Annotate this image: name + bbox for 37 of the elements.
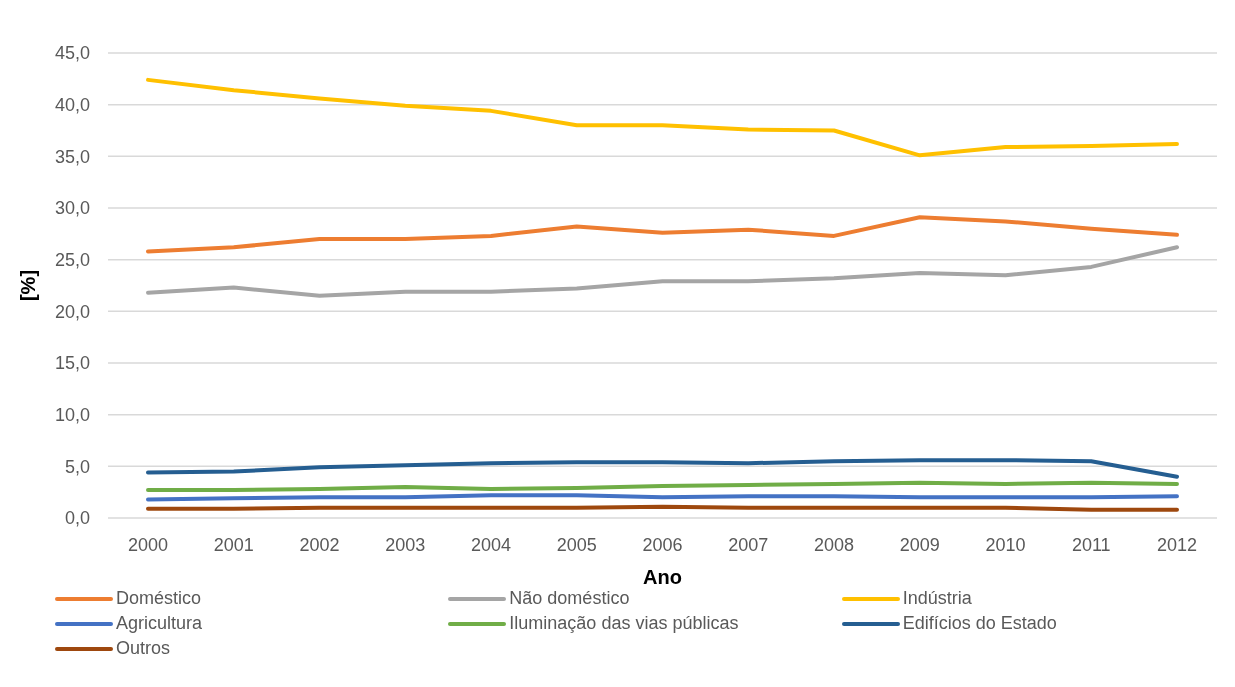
y-tick-label: 45,0 (54, 43, 90, 64)
x-tick-label: 2009 (899, 534, 940, 555)
y-tick-label: 15,0 (54, 353, 90, 374)
y-tick-label: 5,0 (64, 456, 90, 477)
x-tick-label: 2010 (985, 534, 1026, 555)
legend-label: Indústria (902, 588, 972, 609)
y-axis-title: [%] (17, 269, 40, 302)
legend-label: Agricultura (116, 613, 203, 634)
legend-label: Iluminação das vias públicas (509, 613, 739, 634)
line-series (146, 215, 1179, 254)
legend-label: Edifícios do Estado (902, 613, 1057, 634)
y-tick-label: 30,0 (54, 198, 90, 219)
legend-label: Outros (116, 638, 171, 659)
y-tick-label: 40,0 (54, 95, 90, 116)
line-series (146, 245, 1179, 298)
x-tick-label: 2007 (728, 534, 769, 555)
line-series (146, 458, 1179, 479)
y-tick-label: 0,0 (64, 508, 90, 529)
x-tick-label: 2004 (470, 534, 512, 555)
x-axis-title: Ano (643, 566, 682, 588)
x-tick-label: 2003 (385, 534, 426, 555)
x-tick-label: 2012 (1156, 534, 1198, 555)
y-tick-label: 10,0 (54, 405, 90, 426)
x-tick-label: 2002 (299, 534, 340, 555)
line-series (146, 480, 1179, 493)
x-tick-label: 2000 (127, 534, 169, 555)
legend-label: Não doméstico (509, 588, 630, 609)
x-tick-label: 2006 (642, 534, 683, 555)
x-tick-label: 2005 (556, 534, 597, 555)
y-tick-label: 20,0 (54, 301, 90, 322)
x-tick-label: 2008 (813, 534, 855, 555)
x-tick-label: 2011 (1071, 534, 1111, 555)
y-tick-label: 25,0 (54, 250, 90, 271)
x-tick-label: 2001 (213, 534, 254, 555)
line-series (146, 77, 1179, 158)
y-tick-label: 35,0 (54, 146, 90, 167)
legend-label: Doméstico (116, 588, 202, 609)
